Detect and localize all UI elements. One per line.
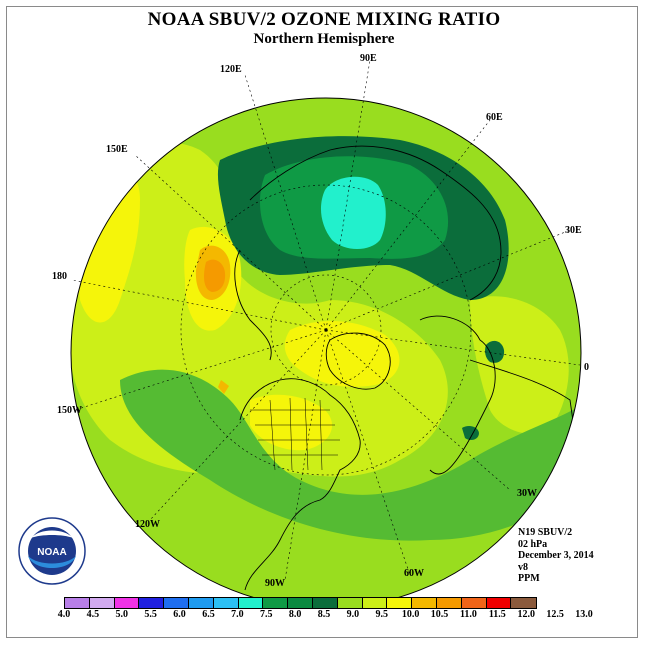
colorbar-swatch xyxy=(114,598,140,608)
colorbar-tick-label: 5.0 xyxy=(115,609,129,620)
satellite-label: N19 SBUV/2 xyxy=(518,527,573,538)
colorbar xyxy=(64,597,538,609)
figure-frame xyxy=(6,6,638,638)
colorbar-tick-label: 11.0 xyxy=(459,609,477,620)
date-label: December 3, 2014 xyxy=(518,550,594,561)
colorbar-tick-label: 4.0 xyxy=(57,609,71,620)
field-region-band xyxy=(120,369,581,541)
colorbar-ticks: 4.0 4.5 5.0 5.5 6.0 6.5 7.0 7.5 8.0 8.5 9.0 9.5 10.0… xyxy=(58,609,593,621)
colorbar-swatch xyxy=(312,598,338,608)
noaa-logo: NOAA xyxy=(18,517,86,585)
version-label: v8 xyxy=(518,561,528,573)
colorbar-swatch xyxy=(188,598,214,608)
lon-label-60w: 60W xyxy=(404,568,424,579)
meridian-90w xyxy=(284,329,327,581)
colorbar-tick-label: 13.0 xyxy=(575,609,593,620)
meridian-150w xyxy=(74,329,327,411)
colorbar-swatch xyxy=(89,598,115,608)
political-boundaries xyxy=(250,397,340,471)
lon-label-120w: 120W xyxy=(135,519,160,530)
colorbar-tick-label: 9.5 xyxy=(375,609,389,620)
graticule xyxy=(71,59,581,581)
colorbar-swatch xyxy=(213,598,239,608)
colorbar-tick-label: 11.5 xyxy=(488,609,506,620)
field-region-high-small xyxy=(218,380,229,394)
field-region-mid-pole xyxy=(284,320,400,387)
colorbar-swatch xyxy=(139,598,165,608)
meridian-60w xyxy=(325,329,411,576)
meridian-120w xyxy=(149,329,327,521)
colorbar-swatch xyxy=(412,598,437,608)
colorbar-swatch xyxy=(263,598,289,608)
ozone-field xyxy=(71,98,581,608)
meridian-90e xyxy=(325,59,371,331)
colorbar-swatch xyxy=(164,598,189,608)
meridian-30w xyxy=(325,329,511,491)
field-region-peak xyxy=(204,259,226,292)
meridian-30e xyxy=(325,229,571,331)
metadata-block: N19 SBUV/2 02 hPa December 3, 2014 v8 PP… xyxy=(518,527,594,585)
colorbar-tick-label: 6.5 xyxy=(202,609,215,620)
lon-label-90w: 90W xyxy=(265,578,285,589)
chart-title: NOAA SBUV/2 OZONE MIXING RATIO xyxy=(147,9,501,30)
lon-label-0: 0 xyxy=(584,362,589,373)
logo-text: NOAA xyxy=(37,547,66,558)
coast-asia xyxy=(249,145,502,301)
colorbar-swatch xyxy=(362,598,388,608)
longitude-labels: 90E 60E 30E 0 30W 60W 90W 120W 150W 180 … xyxy=(52,53,589,589)
lon-label-60e: 60E xyxy=(486,112,503,123)
colorbar-tick-label: 6.0 xyxy=(173,609,186,620)
coast-greenland xyxy=(325,332,391,390)
coast-africa xyxy=(469,359,581,471)
colorbar-tick-label: 5.5 xyxy=(144,609,157,620)
latitude-circle-inner xyxy=(270,274,382,386)
field-region-low-east xyxy=(470,296,569,434)
colorbar-swatch xyxy=(337,598,363,608)
colorbar-tick-label: 8.5 xyxy=(317,609,331,620)
field-region-deep-spot xyxy=(485,340,505,363)
colorbar-swatch xyxy=(387,598,413,608)
lon-label-150w: 150W xyxy=(57,405,82,416)
lon-label-30w: 30W xyxy=(517,488,537,499)
meridian-150e xyxy=(134,154,327,331)
colorbar-swatch xyxy=(65,598,90,608)
colorbar-tick-label: 12.0 xyxy=(517,609,535,620)
chart-subtitle: Northern Hemisphere xyxy=(253,31,395,47)
coast-alaska xyxy=(234,249,272,361)
colorbar-tick-label: 12.5 xyxy=(546,609,564,620)
coast-north-america xyxy=(239,378,361,591)
colorbar-tick-label: 10.0 xyxy=(401,609,420,620)
lon-label-90e: 90E xyxy=(360,53,377,64)
colorbar-tick-label: 7.0 xyxy=(231,609,244,620)
lon-label-30e: 30E xyxy=(565,225,582,236)
colorbar-tick-label: 7.5 xyxy=(259,609,273,620)
lon-label-150e: 150E xyxy=(106,144,128,155)
colorbar-swatch xyxy=(238,598,264,608)
colorbar-swatch xyxy=(486,598,512,608)
colorbar-swatch xyxy=(461,598,487,608)
colorbar-swatch xyxy=(511,598,537,608)
colorbar-tick-label: 10.5 xyxy=(430,609,449,620)
coastlines xyxy=(234,145,581,591)
colorbar-swatch xyxy=(436,598,462,608)
latitude-circle-mid xyxy=(180,184,472,476)
colorbar-swatch xyxy=(288,598,313,608)
units-label: PPM xyxy=(518,573,540,584)
lon-label-180: 180 xyxy=(52,271,67,282)
colorbar-tick-label: 9.0 xyxy=(346,609,360,620)
colorbar-tick-label: 8.0 xyxy=(288,609,302,620)
coast-europe xyxy=(419,315,496,475)
pressure-level: 02 hPa xyxy=(518,538,548,550)
field-region-max xyxy=(320,176,386,249)
lon-label-120e: 120E xyxy=(220,64,242,75)
colorbar-tick-label: 4.5 xyxy=(86,609,100,620)
meridian-180 xyxy=(71,279,327,331)
